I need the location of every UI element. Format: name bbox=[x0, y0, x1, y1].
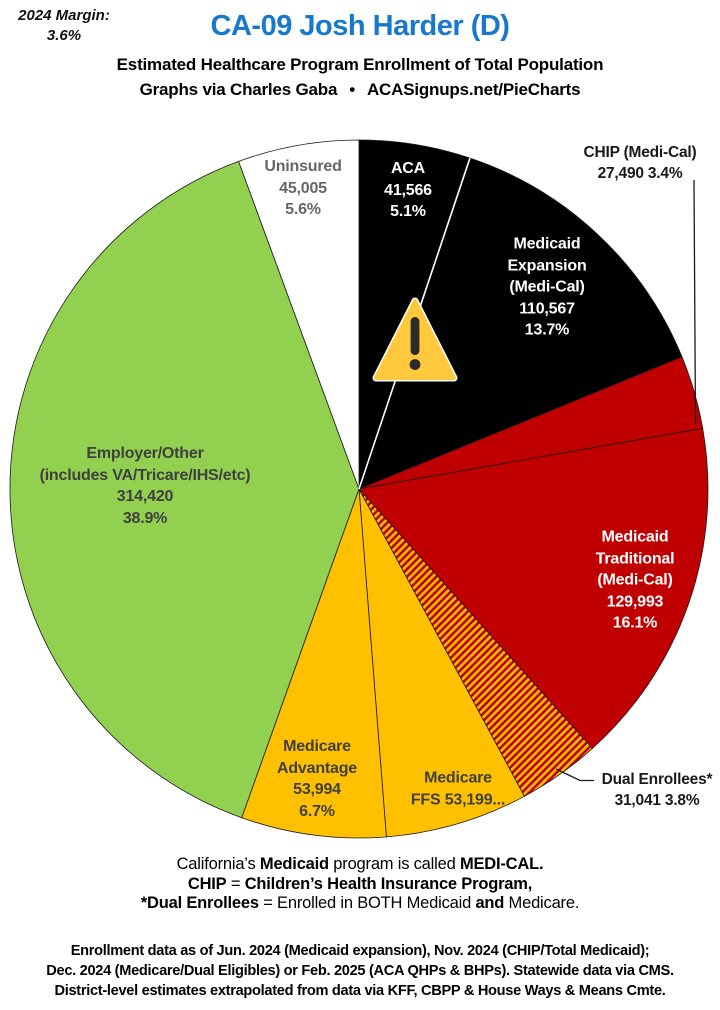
pie-label-dual: Dual Enrollees* 31,041 3.8% bbox=[602, 769, 713, 811]
pie-label-line: Uninsured bbox=[264, 157, 342, 175]
pie-slice-medicaid-traditional bbox=[358, 427, 709, 749]
pie-slice-employer bbox=[9, 160, 360, 819]
legend-notes: California’s Medicaid program is called … bbox=[0, 855, 720, 914]
pie-label-line: 38.9% bbox=[122, 509, 168, 527]
chip-leader-line bbox=[693, 179, 697, 425]
chart-subtitle: Estimated Healthcare Program Enrollment … bbox=[116, 55, 604, 74]
data-source-notes: Enrollment data as of Jun. 2024 (Medicai… bbox=[0, 941, 720, 1001]
pie-label-line: FFS 53,199... bbox=[410, 791, 506, 808]
pie-label-line: 31,041 3.8% bbox=[614, 792, 700, 809]
pie-label-chip: CHIP (Medi-Cal) 27,490 3.4% bbox=[584, 142, 697, 184]
pie-label-uninsured: Uninsured 45,005 5.6% bbox=[264, 156, 342, 221]
pie-label-line: Medicaid bbox=[513, 235, 581, 253]
margin-note: 2024 Margin: 3.6% bbox=[8, 6, 120, 46]
pie-label-line: 27,490 3.4% bbox=[597, 165, 683, 182]
pie-label-line: 13.7% bbox=[524, 321, 570, 339]
pie-label-line: (Medi-Cal) bbox=[597, 571, 673, 589]
pie-label-medicare-advantage: Medicare Advantage 53,994 6.7% bbox=[277, 736, 357, 822]
pie-label-line: Advantage bbox=[277, 759, 357, 777]
pie-slice-uninsured bbox=[238, 139, 360, 490]
note-line-medical: California’s Medicaid program is called … bbox=[176, 855, 544, 873]
exclamation-bar bbox=[410, 317, 420, 355]
page-title: CA-09 Josh Harder (D) bbox=[210, 10, 510, 42]
pie-label-line: 16.1% bbox=[612, 614, 658, 632]
pie-label-line: 41,566 bbox=[384, 181, 432, 199]
margin-label: 2024 Margin: bbox=[18, 7, 110, 24]
pie-label-line: (Medi-Cal) bbox=[509, 278, 585, 296]
pie-label-line: Employer/Other bbox=[86, 445, 204, 462]
pie-label-medicaid-expansion: Medicaid Expansion (Medi-Cal) 110,567 13.7% bbox=[507, 233, 586, 341]
credit-line: Graphs via Charles Gaba • ACASignups.net/P… bbox=[0, 80, 720, 100]
pie-label-line: 53,994 bbox=[293, 781, 341, 798]
pie-label-medicare-ffs: Medicare FFS 53,199... bbox=[410, 768, 506, 811]
pie-label-line: (includes VA/Tricare/IHS/etc) bbox=[39, 466, 251, 484]
margin-value: 3.6% bbox=[46, 27, 82, 44]
footnote-line-2: Dec. 2024 (Medicare/Dual Eligibles) or F… bbox=[46, 963, 674, 979]
warning-triangle-icon bbox=[372, 297, 458, 382]
pie-label-aca: ACA 41,566 5.1% bbox=[384, 158, 432, 223]
pie-label-line: 5.6% bbox=[285, 200, 321, 218]
pie-label-line: Dual Enrollees* bbox=[601, 771, 713, 788]
pie-label-medicaid-traditional: Medicaid Traditional (Medi-Cal) 129,993 16.1… bbox=[596, 526, 675, 634]
exclamation-dot bbox=[409, 359, 421, 370]
pie-label-line: Medicare bbox=[283, 738, 351, 755]
bullet-separator-icon: • bbox=[349, 80, 355, 99]
pie-label-line: 129,993 bbox=[606, 592, 664, 610]
pie-label-line: 110,567 bbox=[519, 299, 575, 317]
pie-label-line: 6.7% bbox=[299, 802, 335, 820]
footnote-line-1: Enrollment data as of Jun. 2024 (Medicai… bbox=[70, 943, 650, 959]
pie-label-line: ACA bbox=[390, 159, 426, 177]
pie-label-line: 5.1% bbox=[390, 202, 426, 220]
pie-label-line: Medicaid bbox=[601, 528, 669, 546]
credit-author: Graphs via Charles Gaba bbox=[139, 80, 338, 99]
pie-label-line: 45,005 bbox=[279, 179, 327, 197]
pie-slice-medicaid-expansion bbox=[358, 157, 683, 490]
credit-site: ACASignups.net/PieCharts bbox=[366, 80, 581, 99]
pie-slice-medicare-ffs bbox=[358, 488, 525, 838]
pie-label-line: CHIP (Medi-Cal) bbox=[583, 144, 697, 161]
pie-slices-group bbox=[9, 139, 709, 839]
pie-label-line: Medicare bbox=[424, 769, 492, 787]
pie-label-line: Expansion bbox=[507, 256, 587, 274]
note-line-chip: CHIP = Children’s Health Insurance Progr… bbox=[187, 874, 533, 893]
pie-label-line: 314,420 bbox=[116, 488, 174, 505]
pie-label-line: Traditional bbox=[595, 549, 675, 567]
pie-slice-medicare-advantage bbox=[241, 488, 387, 839]
pie-label-employer: Employer/Other (includes VA/Tricare/IHS/e… bbox=[40, 443, 251, 529]
footnote-line-3: District-level estimates extrapolated fr… bbox=[54, 983, 666, 999]
note-line-dual: *Dual Enrollees = Enrolled in BOTH Medic… bbox=[140, 894, 580, 912]
dual-leader-line bbox=[555, 768, 594, 782]
